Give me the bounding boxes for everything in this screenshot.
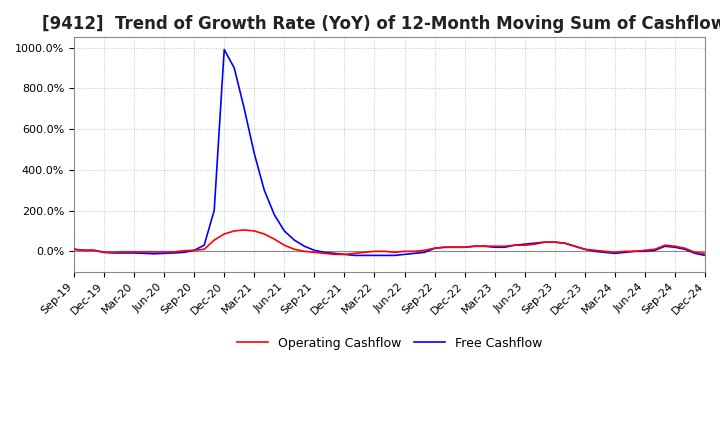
Operating Cashflow — [500, 244, 509, 249]
Free Cashflow — [220, 47, 228, 52]
Free Cashflow — [340, 252, 348, 257]
Operating Cashflow — [350, 251, 359, 256]
Free Cashflow — [500, 245, 509, 250]
Free Cashflow — [400, 252, 409, 257]
Operating Cashflow — [240, 227, 248, 233]
Free Cashflow — [150, 251, 158, 257]
Operating Cashflow — [150, 249, 158, 255]
Free Cashflow — [701, 253, 709, 258]
Operating Cashflow — [490, 244, 499, 249]
Title: [9412]  Trend of Growth Rate (YoY) of 12-Month Moving Sum of Cashflows: [9412] Trend of Growth Rate (YoY) of 12-… — [42, 15, 720, 33]
Line: Free Cashflow: Free Cashflow — [74, 50, 705, 255]
Operating Cashflow — [330, 252, 338, 257]
Legend: Operating Cashflow, Free Cashflow: Operating Cashflow, Free Cashflow — [232, 331, 547, 355]
Operating Cashflow — [400, 249, 409, 254]
Free Cashflow — [70, 247, 78, 252]
Operating Cashflow — [440, 245, 449, 250]
Operating Cashflow — [701, 251, 709, 256]
Free Cashflow — [350, 253, 359, 258]
Free Cashflow — [440, 245, 449, 250]
Operating Cashflow — [70, 247, 78, 252]
Free Cashflow — [490, 245, 499, 250]
Line: Operating Cashflow: Operating Cashflow — [74, 230, 705, 254]
